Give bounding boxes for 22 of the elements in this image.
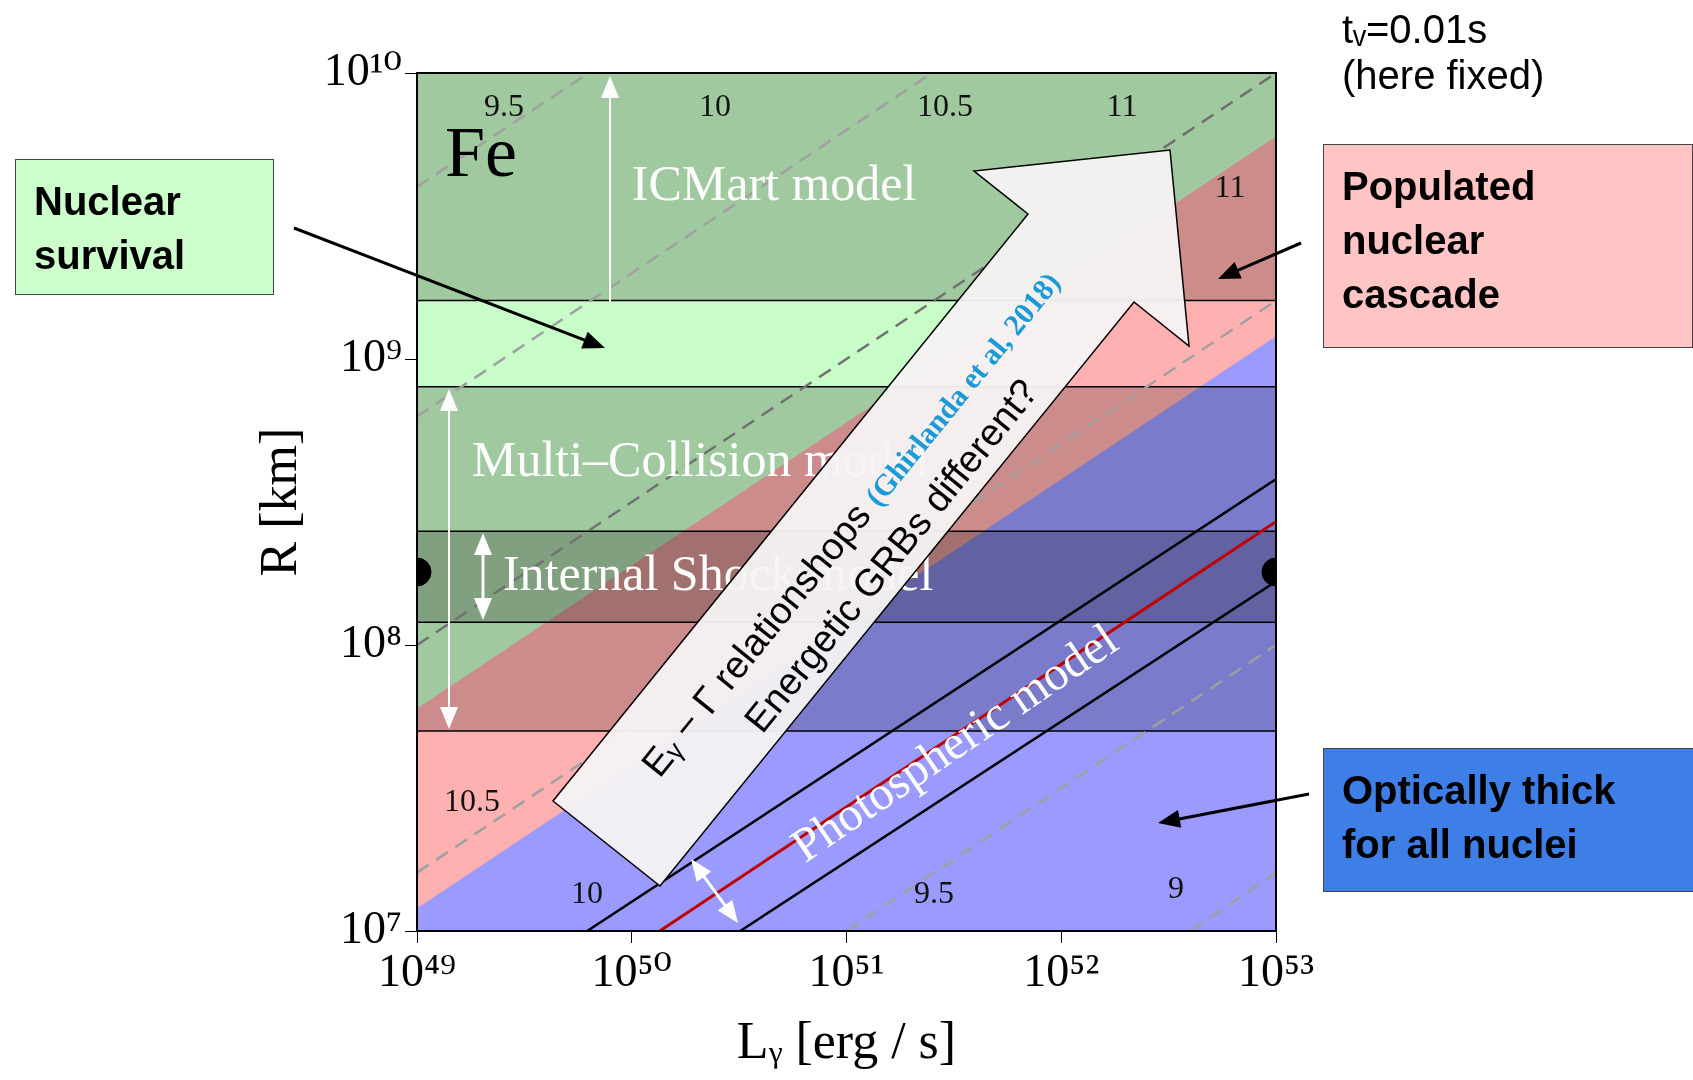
annotation: 10 [571,874,603,911]
annotation: 11 [1214,168,1246,205]
annotation: 10 [699,87,731,124]
band-label: ICMart model [631,154,917,211]
text: Optically thick for all nuclei [1323,748,1693,892]
annotation: 10.5 [444,782,500,819]
x-tick-label: 10⁵¹ [808,944,885,996]
x-tick-label: 10⁵⁰ [591,944,672,996]
annotation: 9.5 [914,874,954,911]
text: Nuclear survival [15,159,274,295]
x-tick-label: 10⁵³ [1238,944,1314,996]
y-axis-title: R [km] [249,427,307,577]
annotation: 10.5 [917,87,973,124]
y-tick-label: 10⁹ [339,330,402,382]
y-tick-label: 10⁸ [339,616,402,668]
y-tick-label: 10¹⁰ [323,44,402,96]
annotation: 11 [1106,87,1138,124]
text: Populated nuclear cascade [1323,144,1693,348]
text: tᵥ=0.01s (here fixed) [1342,6,1546,98]
x-axis-title: Lᵧ [erg / s] [736,1012,957,1070]
annotation: 9 [1168,869,1184,906]
x-tick-label: 10⁵² [1023,944,1100,996]
